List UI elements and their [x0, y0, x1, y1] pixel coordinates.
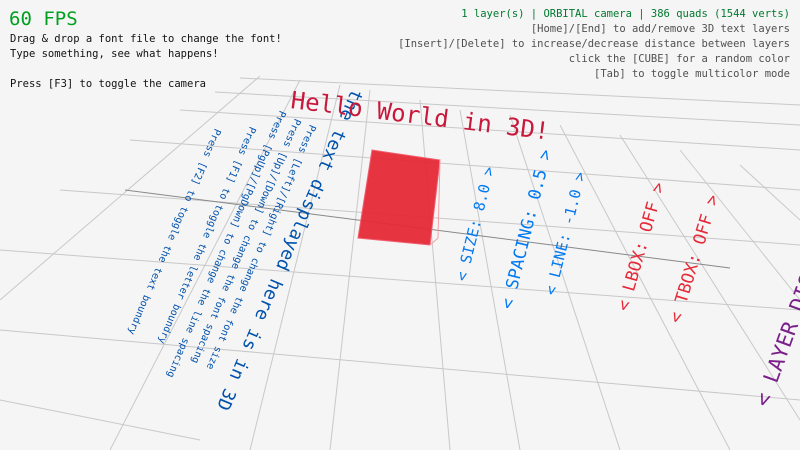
help-line: click the [CUBE] for a random color: [568, 53, 790, 65]
grid-line: [0, 329, 800, 401]
grid-line: [419, 99, 451, 450]
fps-counter: 60 FPS: [9, 8, 78, 30]
grid-line: [249, 84, 341, 450]
grid-line: [329, 89, 371, 450]
instruction-line: Press [F3] to toggle the camera: [10, 78, 206, 90]
grid-line: [239, 77, 800, 106]
instruction-line: Type something, see what happens!: [10, 48, 219, 60]
instruction-line: [10, 62, 282, 77]
grid-line: [214, 91, 800, 126]
grid-line: [679, 149, 800, 301]
instructions-panel: Drag & drop a font file to change the fo…: [10, 32, 282, 92]
help-line: [Insert]/[Delete] to increase/decrease d…: [398, 38, 790, 50]
help-panel: 1 layer(s) | ORBITAL camera | 386 quads …: [398, 7, 790, 82]
grid-line: [109, 79, 301, 450]
control-label: < TBOX: OFF >: [666, 192, 724, 325]
grid-line: [559, 124, 731, 450]
grid-line: [509, 114, 621, 450]
control-label: < SIZE: 8.0 >: [452, 165, 498, 283]
help-line: [Home]/[End] to add/remove 3D text layer…: [530, 23, 790, 35]
grid-line: [739, 164, 800, 221]
status-line: 1 layer(s) | ORBITAL camera | 386 quads …: [461, 8, 790, 20]
instruction-line: Drag & drop a font file to change the fo…: [10, 33, 282, 45]
grid-line: [0, 249, 800, 311]
color-cube[interactable]: [357, 149, 441, 246]
control-label: < LBOX: OFF >: [614, 180, 670, 313]
grid-line: [179, 109, 800, 151]
control-label: < LAYER DISTANCE: 0.010 >: [750, 104, 800, 409]
grid-line: [129, 139, 800, 191]
ground-grid: [0, 75, 800, 450]
grid-line: [619, 134, 800, 421]
grid-line: [0, 75, 261, 301]
grid-line: [0, 399, 201, 441]
help-line: [Tab] to toggle multicolor mode: [594, 68, 790, 80]
grid-line: [459, 109, 521, 450]
